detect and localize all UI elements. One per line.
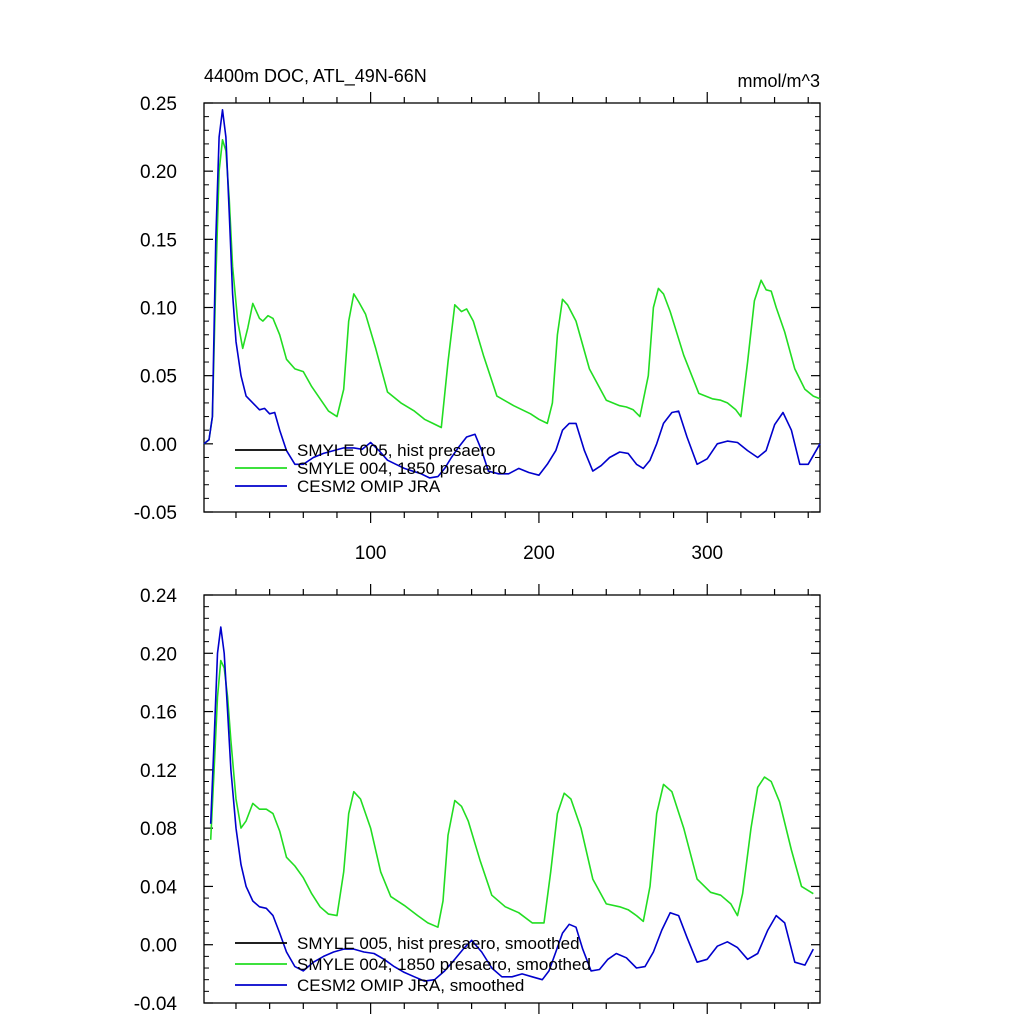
y-tick-label: 0.15: [140, 230, 177, 251]
x-tick-label: 200: [523, 543, 555, 564]
y-tick-label: 0.25: [140, 94, 177, 115]
x-tick-label: 300: [691, 543, 723, 564]
y-tick-label: -0.05: [134, 503, 177, 524]
y-tick-label: 0.05: [140, 367, 177, 388]
legend-label: SMYLE 005, hist presaero, smoothed: [297, 934, 580, 953]
legend-label: CESM2 OMIP JRA: [297, 477, 441, 496]
y-tick-label: 0.04: [140, 877, 177, 898]
x-tick-label: 100: [355, 543, 387, 564]
y-tick-label: 0.20: [140, 644, 177, 665]
legend-label: SMYLE 004, 1850 presaero: [297, 459, 507, 478]
series-line-1: [209, 659, 814, 929]
series-line-2: [203, 109, 821, 479]
series-line-2: [209, 626, 815, 982]
top-panel: 4400m DOC, ATL_49N-66N mmol/m^3 -0.05 0.0…: [134, 66, 821, 564]
legend-label: CESM2 OMIP JRA, smoothed: [297, 976, 524, 995]
y-tick-label: 0.08: [140, 819, 177, 840]
y-tick-label: 0.00: [140, 435, 177, 456]
y-tick-label: 0.16: [140, 703, 177, 724]
bottom-panel: -0.04 0.00 0.04 0.08 0.12 0.16 0.20 0.24 SMYLE 0…: [134, 584, 821, 1015]
y-tick-label: 0.10: [140, 299, 177, 320]
legend-label: SMYLE 005, hist presaero: [297, 441, 495, 460]
y-tick-label: 0.00: [140, 936, 177, 957]
top-panel-units: mmol/m^3: [738, 71, 820, 91]
plot-frame: [203, 594, 821, 1004]
series-line-1: [203, 139, 821, 445]
y-tick-label: 0.24: [140, 586, 177, 607]
top-panel-title: 4400m DOC, ATL_49N-66N: [204, 66, 427, 87]
y-tick-label: 0.20: [140, 162, 177, 183]
y-tick-label: 0.12: [140, 761, 177, 782]
legend-label: SMYLE 004, 1850 presaero, smoothed: [297, 955, 591, 974]
y-tick-label: -0.04: [134, 994, 178, 1015]
